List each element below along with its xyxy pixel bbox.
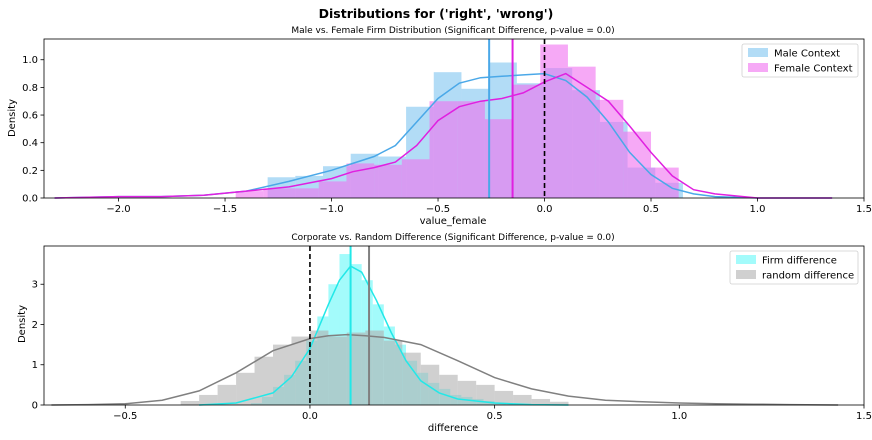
legend-swatch-female-context [748, 63, 768, 72]
x-tick-label: −2.0 [106, 204, 130, 215]
x-axis-ticks: −2.0 −1.5 −1.0 −0.5 0.0 0.5 1.0 1.5 [106, 198, 872, 215]
histogram-bar [236, 372, 255, 405]
histogram-bar [623, 131, 652, 198]
histogram-bar [291, 188, 319, 198]
x-axis-label: value_female [420, 216, 487, 227]
histogram-bar [439, 374, 458, 405]
legend-swatch-male-context [748, 48, 768, 57]
histogram-bar [199, 394, 218, 405]
kde-curve-male-context [54, 72, 833, 199]
x-tick-label: 0.5 [643, 204, 659, 215]
histogram-bar [513, 394, 532, 405]
x-tick-label: 0.0 [537, 204, 553, 215]
subplot-title: Corporate vs. Random Difference (Signifi… [291, 233, 614, 243]
histogram-bar [457, 101, 485, 198]
histogram-bar [494, 390, 514, 405]
histogram-bar [402, 352, 421, 405]
x-tick-label: −1.0 [319, 204, 343, 215]
subplot-title: Male vs. Female Firm Distribution (Signi… [291, 26, 614, 36]
y-tick-label: 3 [32, 280, 38, 291]
histogram-bar [476, 384, 495, 405]
legend-swatch-firm-difference [736, 255, 756, 264]
y-tick-label: 0 [32, 401, 38, 412]
histogram-bar [235, 191, 264, 198]
histogram-bar [420, 364, 440, 405]
histogram-bar [180, 400, 200, 405]
histogram-bar [383, 340, 403, 405]
histogram-female-context [235, 44, 679, 199]
x-tick-label: 1.5 [856, 204, 872, 215]
mean-lines [488, 39, 546, 198]
legend: Male Context Female Context [741, 43, 859, 78]
histogram-bar [291, 336, 310, 405]
legend-label-firm-difference: Firm difference [762, 256, 837, 267]
figure-suptitle: Distributions for ('right', 'wrong') [319, 6, 554, 21]
kde-curve-female-context [54, 72, 833, 199]
y-tick-label: 0.6 [22, 111, 38, 122]
x-tick-label: −1.5 [213, 204, 237, 215]
y-axis-ticks: 0 1 2 3 [32, 280, 44, 412]
x-tick-label: −0.5 [113, 411, 137, 422]
histogram-bar [318, 181, 347, 198]
legend-box [729, 250, 859, 285]
histogram-bar [309, 330, 329, 405]
kde-curves [54, 72, 833, 199]
x-tick-label: 1.0 [671, 411, 687, 422]
histogram-bar [512, 84, 541, 198]
x-tick-label: 0.0 [302, 411, 318, 422]
x-axis-label: difference [428, 423, 478, 434]
histogram-bar [429, 101, 458, 198]
histogram-bar [595, 99, 624, 198]
legend-label-female-context: Female Context [774, 64, 853, 75]
y-axis-label: Density [17, 305, 28, 343]
y-axis-ticks: 0.0 0.2 0.4 0.6 0.8 1.0 [22, 55, 44, 205]
histogram-bar [374, 164, 402, 198]
y-tick-label: 0.2 [22, 166, 38, 177]
y-tick-label: 1.0 [22, 55, 38, 66]
histogram-bar [273, 344, 292, 405]
legend-label-random-difference: random difference [762, 271, 854, 282]
kde-curve-random-difference [51, 333, 839, 406]
x-tick-label: 0.5 [487, 411, 503, 422]
x-tick-label: 1.0 [750, 204, 766, 215]
y-tick-label: 0.0 [22, 194, 38, 205]
histogram-bar [217, 384, 237, 405]
histogram-bar [254, 356, 274, 405]
axes-frame [43, 245, 865, 406]
y-tick-label: 0.8 [22, 83, 38, 94]
histogram-bars [235, 44, 683, 199]
subplot-difference-distribution: Corporate vs. Random Difference (Signifi… [17, 233, 872, 434]
axes-frame-rect [43, 245, 865, 406]
y-axis-label: Density [7, 99, 18, 137]
y-tick-label: 1 [32, 360, 38, 371]
legend: Firm difference random difference [729, 250, 859, 285]
histogram-bar [263, 188, 292, 198]
histogram-bar [550, 401, 569, 405]
histogram-bar [531, 398, 551, 405]
histogram-random-difference [180, 330, 569, 405]
histogram-bar [401, 159, 430, 198]
mean-lines [309, 246, 371, 405]
histogram-bar [339, 254, 351, 405]
y-tick-label: 0.4 [22, 138, 38, 149]
histogram-bar [567, 66, 596, 198]
y-tick-label: 2 [32, 320, 38, 331]
legend-swatch-random-difference [736, 270, 756, 279]
histogram-bar [328, 336, 347, 405]
x-axis-ticks: −0.5 0.0 0.5 1.0 1.5 [113, 405, 872, 422]
axes-frame [43, 38, 865, 199]
legend-box [741, 43, 859, 78]
x-tick-label: −0.5 [426, 204, 450, 215]
x-tick-label: 1.5 [856, 411, 872, 422]
subplot-gender-distribution: Male vs. Female Firm Distribution (Signi… [7, 26, 872, 227]
legend-label-male-context: Male Context [774, 49, 840, 60]
axes-frame-rect [43, 38, 865, 199]
